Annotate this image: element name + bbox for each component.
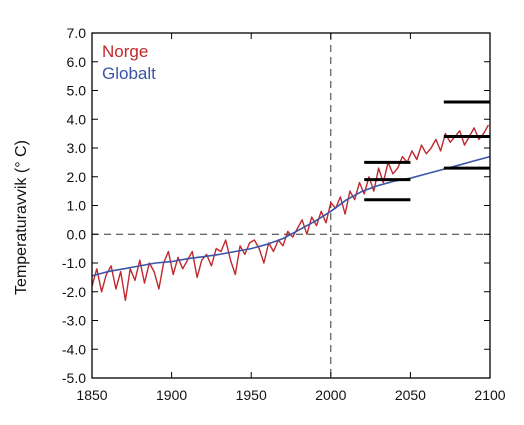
y-tick-label: -3.0 <box>62 313 86 329</box>
range-markers <box>364 100 490 202</box>
x-tick-label: 2100 <box>474 387 505 403</box>
y-tick-label: 1.0 <box>67 198 87 214</box>
y-tick-label: -1.0 <box>62 255 86 271</box>
y-tick-label: -5.0 <box>62 370 86 386</box>
y-tick-label: 5.0 <box>67 83 87 99</box>
x-tick-label: 1850 <box>76 387 107 403</box>
legend-entry-globalt: Globalt <box>102 64 156 83</box>
y-tick-label: 2.0 <box>67 169 87 185</box>
series-line-globalt <box>91 155 491 277</box>
series-line-norge <box>91 124 490 302</box>
y-tick-label: 0.0 <box>67 226 87 242</box>
y-axis-label: Temperaturavvik (° C) <box>13 140 30 295</box>
series-lines <box>91 124 491 302</box>
y-tick-label: 6.0 <box>67 54 87 70</box>
y-tick-label: -2.0 <box>62 284 86 300</box>
reference-lines <box>92 33 490 378</box>
legend: Norge Globalt <box>102 42 156 83</box>
axis-ticks: 1850 1900 1950 2000 2050 2100 7.0 6.0 5.0 4.0 3.0 2… <box>62 25 506 403</box>
y-tick-label: 3.0 <box>67 140 87 156</box>
y-tick-label: 7.0 <box>67 25 87 41</box>
x-tick-label: 1950 <box>236 387 267 403</box>
y-tick-label: 4.0 <box>67 111 87 127</box>
legend-entry-norge: Norge <box>102 42 148 61</box>
y-tick-label: -4.0 <box>62 341 86 357</box>
x-tick-label: 1900 <box>156 387 187 403</box>
x-tick-label: 2000 <box>315 387 346 403</box>
plot-frame <box>91 32 491 379</box>
x-tick-label: 2050 <box>395 387 426 403</box>
